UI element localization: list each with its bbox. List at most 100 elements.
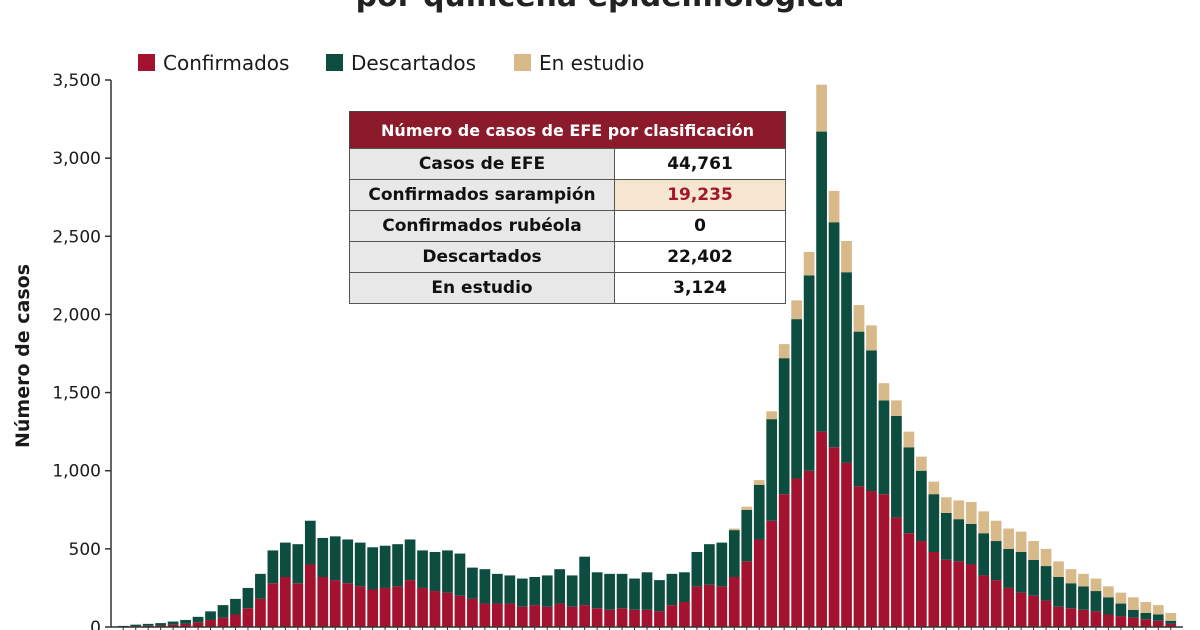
row-value-confirmados-sarampion: 19,235 xyxy=(614,179,786,211)
bar-en-estudio xyxy=(915,456,927,471)
bar-en-estudio xyxy=(1053,561,1064,577)
bar-descartados xyxy=(953,519,965,562)
table-row: En estudio 3,124 xyxy=(349,272,786,304)
bar-confirmados xyxy=(591,608,603,627)
bar-confirmados xyxy=(279,576,291,627)
bar-confirmados xyxy=(866,491,877,627)
bar-descartados xyxy=(217,605,229,618)
bar-descartados xyxy=(417,550,428,588)
row-label-confirmados-rubeola: Confirmados rubéola xyxy=(349,210,615,242)
bar-descartados xyxy=(529,576,541,606)
bar-descartados xyxy=(728,530,740,577)
bar-confirmados xyxy=(741,561,753,627)
bar-confirmados xyxy=(579,605,590,627)
bar-descartados xyxy=(803,275,815,471)
bar-descartados xyxy=(990,541,1002,581)
bar-confirmados xyxy=(816,431,827,627)
y-axis: 0 500 1,000 1,500 2,000 2,500 3,000 3,500 xyxy=(52,71,112,630)
bar-en-estudio xyxy=(878,383,890,401)
bar-confirmados xyxy=(217,617,229,627)
bar-confirmados xyxy=(853,486,865,627)
bar-confirmados xyxy=(354,586,366,627)
bar-descartados xyxy=(541,575,553,607)
bar-confirmados xyxy=(654,611,665,627)
bar-confirmados xyxy=(940,559,952,627)
bar-descartados xyxy=(940,512,952,560)
bar-descartados xyxy=(354,542,366,587)
bar-confirmados xyxy=(554,603,566,627)
bar-confirmados xyxy=(629,609,640,627)
bar-descartados xyxy=(1165,620,1177,624)
bar-en-estudio xyxy=(1003,528,1014,549)
bar-descartados xyxy=(1078,586,1089,610)
bar-confirmados xyxy=(1028,595,1039,627)
bar-descartados xyxy=(516,578,528,607)
bar-descartados xyxy=(1152,614,1164,621)
bar-confirmados xyxy=(230,614,241,627)
bar-confirmados xyxy=(1140,619,1152,627)
bar-confirmados xyxy=(379,587,391,627)
bar-descartados xyxy=(454,553,466,596)
bar-confirmados xyxy=(541,606,553,627)
bar-descartados xyxy=(342,539,354,584)
bar-descartados xyxy=(1028,559,1039,596)
y-tick-label: 1,500 xyxy=(52,384,101,404)
bar-en-estudio xyxy=(891,400,902,417)
bar-en-estudio xyxy=(1028,541,1039,560)
bar-confirmados xyxy=(342,583,354,627)
bar-en-estudio xyxy=(1140,601,1152,613)
bar-descartados xyxy=(891,416,902,518)
bar-descartados xyxy=(566,575,578,607)
bar-descartados xyxy=(878,400,890,495)
bar-confirmados xyxy=(1090,611,1102,627)
bar-confirmados xyxy=(791,478,802,627)
bar-confirmados xyxy=(679,601,690,627)
bar-descartados xyxy=(304,520,316,565)
bar-confirmados xyxy=(267,583,279,627)
bar-descartados xyxy=(155,623,166,626)
legend: Confirmados Descartados En estudio xyxy=(138,51,644,75)
bar-descartados xyxy=(1127,609,1139,618)
bar-descartados xyxy=(753,484,765,540)
row-label-en-estudio: En estudio xyxy=(349,272,615,304)
legend-label-en-estudio: En estudio xyxy=(539,51,644,75)
bar-confirmados xyxy=(454,595,466,627)
bar-descartados xyxy=(1065,583,1077,609)
bar-en-estudio xyxy=(741,506,753,510)
bar-descartados xyxy=(429,551,441,592)
bar-en-estudio xyxy=(816,84,827,132)
bar-descartados xyxy=(915,470,927,542)
bar-confirmados xyxy=(641,609,653,627)
bar-descartados xyxy=(142,623,154,626)
bar-confirmados xyxy=(392,586,403,627)
bar-descartados xyxy=(379,545,391,588)
bar-descartados xyxy=(579,556,590,606)
bar-en-estudio xyxy=(1115,592,1127,604)
bar-descartados xyxy=(716,542,728,587)
legend-swatch-confirmados xyxy=(138,54,155,71)
bar-confirmados xyxy=(242,608,254,627)
bar-descartados xyxy=(778,358,790,495)
bar-confirmados xyxy=(803,470,815,627)
bar-en-estudio xyxy=(990,520,1002,542)
row-value-en-estudio: 3,124 xyxy=(614,272,786,304)
bar-descartados xyxy=(442,550,453,593)
y-tick-label: 1,000 xyxy=(52,462,101,482)
bar-descartados xyxy=(192,616,204,623)
bar-descartados xyxy=(1003,548,1014,588)
bar-en-estudio xyxy=(766,411,778,420)
bar-confirmados xyxy=(205,619,216,627)
bar-descartados xyxy=(292,544,304,584)
bar-confirmados xyxy=(915,541,927,627)
bar-confirmados xyxy=(841,462,852,627)
bar-descartados xyxy=(1015,551,1027,593)
table-row: Confirmados rubéola 0 xyxy=(349,210,786,242)
bar-en-estudio xyxy=(778,344,790,359)
row-label-descartados: Descartados xyxy=(349,241,615,273)
bar-confirmados xyxy=(479,603,491,627)
bar-descartados xyxy=(828,222,840,448)
bar-confirmados xyxy=(965,564,977,627)
bar-confirmados xyxy=(828,447,840,627)
bar-descartados xyxy=(703,544,715,585)
